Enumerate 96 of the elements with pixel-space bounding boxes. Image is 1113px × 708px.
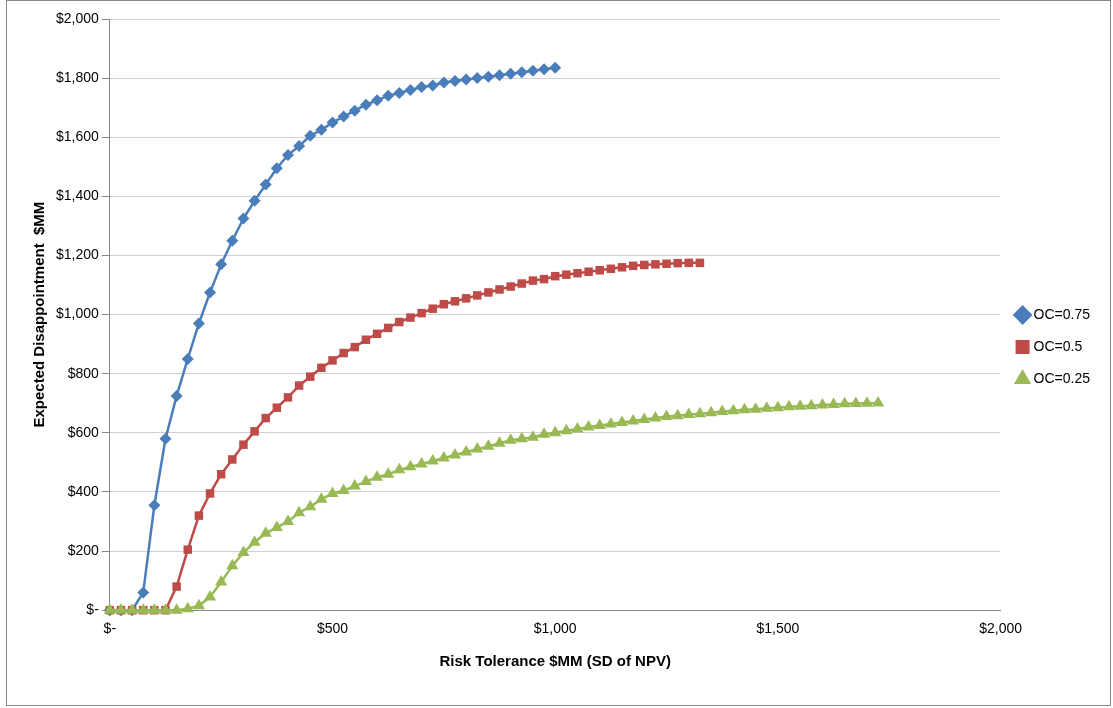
point [237, 212, 250, 225]
point [304, 129, 317, 142]
point [259, 178, 272, 191]
point [662, 259, 671, 268]
point [495, 285, 504, 294]
point [549, 61, 562, 74]
x-axis-title: Risk Tolerance $MM (SD of NPV) [439, 652, 671, 670]
point [272, 403, 282, 412]
point [192, 317, 205, 330]
y-tick-label: $- [86, 601, 100, 618]
y-tick-label: $600 [67, 423, 100, 440]
point [348, 104, 361, 117]
y-axis-title: Expected Disappointment $MM [30, 201, 48, 428]
legend-label: OC=0.5 [1033, 337, 1083, 354]
point [504, 67, 517, 80]
point [183, 545, 192, 554]
point [228, 455, 237, 464]
point [204, 286, 217, 299]
point [426, 79, 439, 92]
y-tick-label: $2,000 [55, 9, 100, 26]
point [673, 258, 682, 268]
point [339, 348, 348, 358]
point [417, 308, 426, 318]
point [393, 86, 406, 99]
point [205, 489, 215, 498]
point [493, 69, 506, 82]
point [172, 582, 181, 591]
y-tick-label: $400 [67, 482, 100, 499]
x-tick-label: $- [103, 620, 117, 637]
point [315, 123, 328, 136]
point [337, 110, 350, 123]
point [306, 372, 315, 381]
point [461, 294, 471, 303]
y-tick-label: $1,600 [55, 128, 100, 145]
point [428, 304, 437, 313]
x-tick-label: $1,000 [533, 620, 577, 637]
x-tick-label: $2,000 [979, 620, 1023, 637]
point [640, 260, 649, 270]
point [261, 413, 270, 423]
point [450, 297, 460, 306]
point [471, 72, 484, 85]
point [584, 267, 593, 276]
y-tick-label: $1,400 [55, 187, 100, 204]
point [137, 586, 150, 599]
point [484, 288, 493, 297]
point [437, 76, 450, 89]
point [415, 80, 428, 93]
point [317, 363, 326, 373]
point [283, 393, 293, 402]
point [159, 432, 172, 445]
point [194, 511, 204, 520]
y-tick-label: $1,000 [55, 305, 100, 322]
point [239, 440, 248, 449]
y-tick-label: $1,800 [55, 68, 100, 85]
point [404, 83, 417, 96]
legend-label: OC=0.75 [1033, 305, 1091, 322]
point [215, 258, 228, 271]
y-tick-label: $200 [67, 541, 100, 558]
point [528, 276, 538, 285]
point [328, 356, 337, 365]
point [460, 73, 473, 86]
point [293, 140, 306, 153]
point [170, 389, 183, 402]
point [538, 63, 551, 76]
point [406, 313, 415, 322]
legend-label: OC=0.25 [1033, 369, 1091, 386]
point [517, 279, 527, 288]
point [250, 427, 259, 436]
point [359, 98, 372, 111]
point [294, 381, 304, 390]
point [526, 64, 539, 77]
x-tick-label: $500 [316, 620, 349, 637]
point [270, 162, 283, 175]
point [148, 499, 161, 512]
x-tick-label: $1,500 [756, 620, 800, 637]
point [248, 194, 261, 207]
point [395, 317, 404, 327]
point [617, 263, 627, 272]
point [382, 89, 395, 102]
point [573, 268, 582, 278]
point [595, 266, 604, 275]
point [326, 116, 339, 129]
point [361, 335, 371, 344]
point [506, 282, 515, 291]
y-tick-label: $800 [67, 364, 100, 381]
point [651, 260, 660, 269]
point [473, 291, 482, 300]
point [562, 270, 571, 279]
y-tick-label: $1,200 [55, 246, 100, 263]
point [226, 234, 239, 247]
point [281, 148, 294, 161]
point [515, 66, 528, 79]
point [448, 75, 461, 88]
point [482, 70, 495, 83]
point [371, 94, 384, 107]
point [181, 352, 194, 365]
